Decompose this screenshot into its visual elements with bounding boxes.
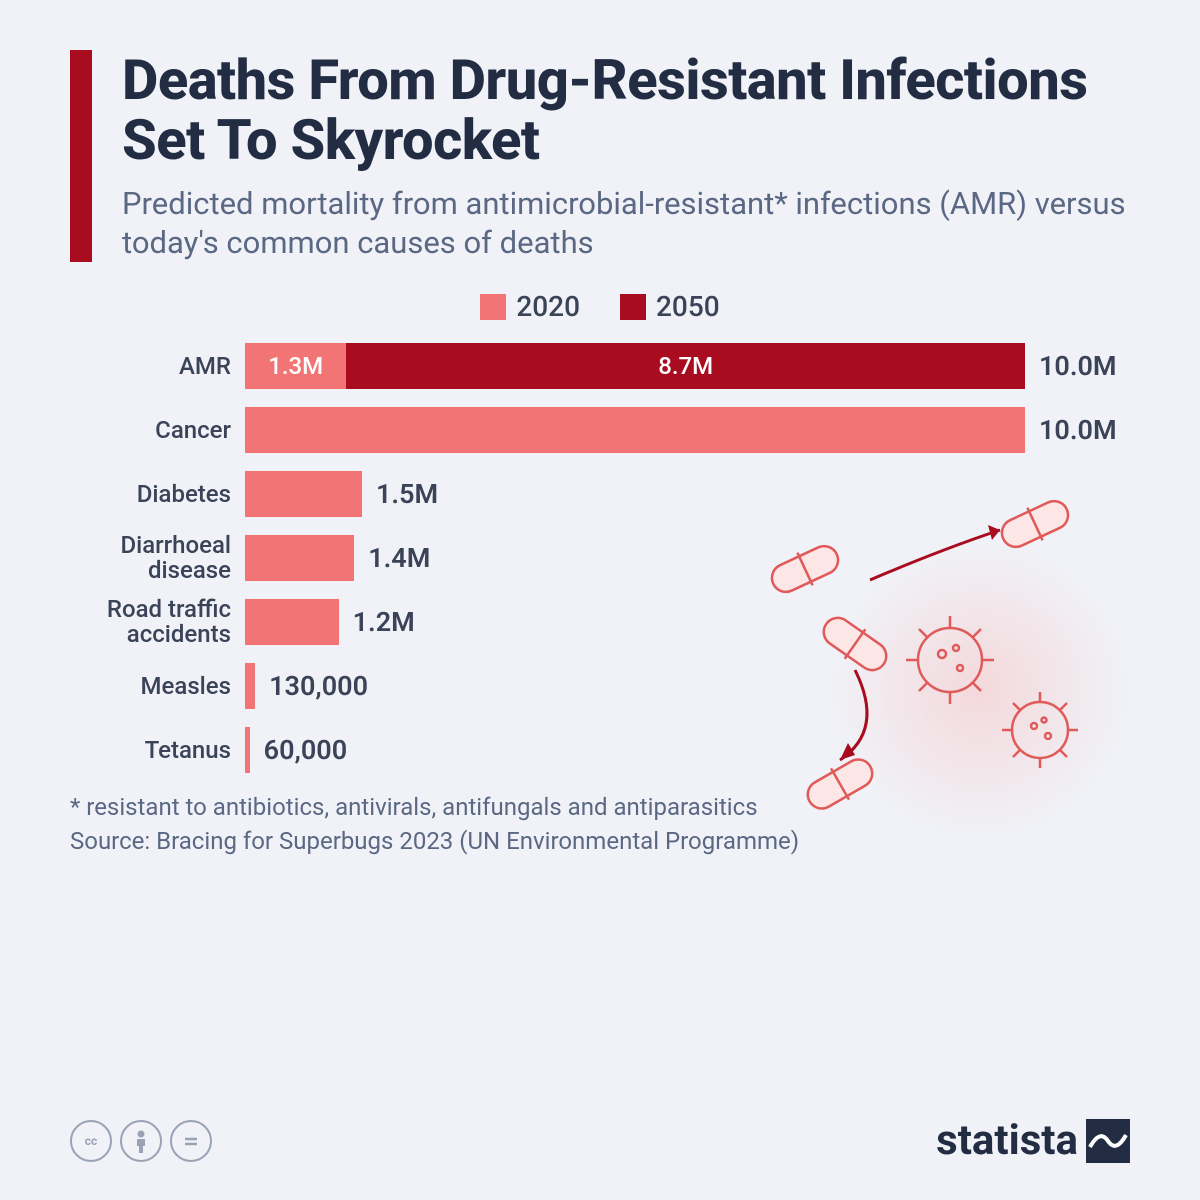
license-icons: cc	[70, 1120, 212, 1162]
total-label: 10.0M	[1039, 350, 1117, 382]
category-label: AMR	[70, 354, 245, 379]
legend-item-2050: 2050	[620, 290, 720, 323]
brand-text: statista	[936, 1116, 1078, 1165]
total-label: 130,000	[269, 670, 368, 702]
bar-segment	[245, 407, 1025, 453]
bar-segment	[245, 663, 255, 709]
cc-icon: cc	[70, 1120, 112, 1162]
statista-logo: statista	[936, 1116, 1130, 1165]
virus-pill-illustration	[710, 500, 1130, 850]
bar-segment	[245, 535, 354, 581]
total-label: 1.2M	[353, 606, 415, 638]
category-label: Diabetes	[70, 482, 245, 507]
accent-bar	[70, 50, 92, 262]
category-label: Measles	[70, 674, 245, 699]
chart-row: AMR1.3M8.7M 10.0M	[70, 343, 1130, 389]
chart-row: Cancer 10.0M	[70, 407, 1130, 453]
bar-segment	[245, 471, 362, 517]
attribution-icon	[120, 1120, 162, 1162]
legend-swatch-2020	[480, 294, 506, 320]
total-label: 60,000	[264, 734, 347, 766]
legend-label: 2050	[656, 290, 720, 323]
category-label: Cancer	[70, 418, 245, 443]
category-label: Road traffic accidents	[70, 597, 245, 647]
title-block: Deaths From Drug-Resistant Infections Se…	[122, 50, 1130, 262]
total-label: 10.0M	[1039, 414, 1117, 446]
bar-area: 10.0M	[245, 407, 1130, 453]
bar-segment	[245, 599, 339, 645]
bar-segment: 8.7M	[346, 343, 1025, 389]
legend-label: 2020	[516, 290, 580, 323]
bar-segment: 1.3M	[245, 343, 346, 389]
total-label: 1.5M	[376, 478, 438, 510]
statista-wave-icon	[1086, 1119, 1130, 1163]
category-label: Diarrhoeal disease	[70, 533, 245, 583]
legend: 2020 2050	[70, 290, 1130, 323]
bar-segment	[245, 727, 250, 773]
bar-area: 1.3M8.7M 10.0M	[245, 343, 1130, 389]
header: Deaths From Drug-Resistant Infections Se…	[70, 50, 1130, 262]
total-label: 1.4M	[368, 542, 430, 574]
page-title: Deaths From Drug-Resistant Infections Se…	[122, 50, 1130, 171]
legend-swatch-2050	[620, 294, 646, 320]
svg-text:cc: cc	[85, 1134, 98, 1148]
footer: cc statista	[70, 1116, 1130, 1165]
legend-item-2020: 2020	[480, 290, 580, 323]
category-label: Tetanus	[70, 738, 245, 763]
page-subtitle: Predicted mortality from antimicrobial-r…	[122, 185, 1130, 263]
noderivs-icon	[170, 1120, 212, 1162]
